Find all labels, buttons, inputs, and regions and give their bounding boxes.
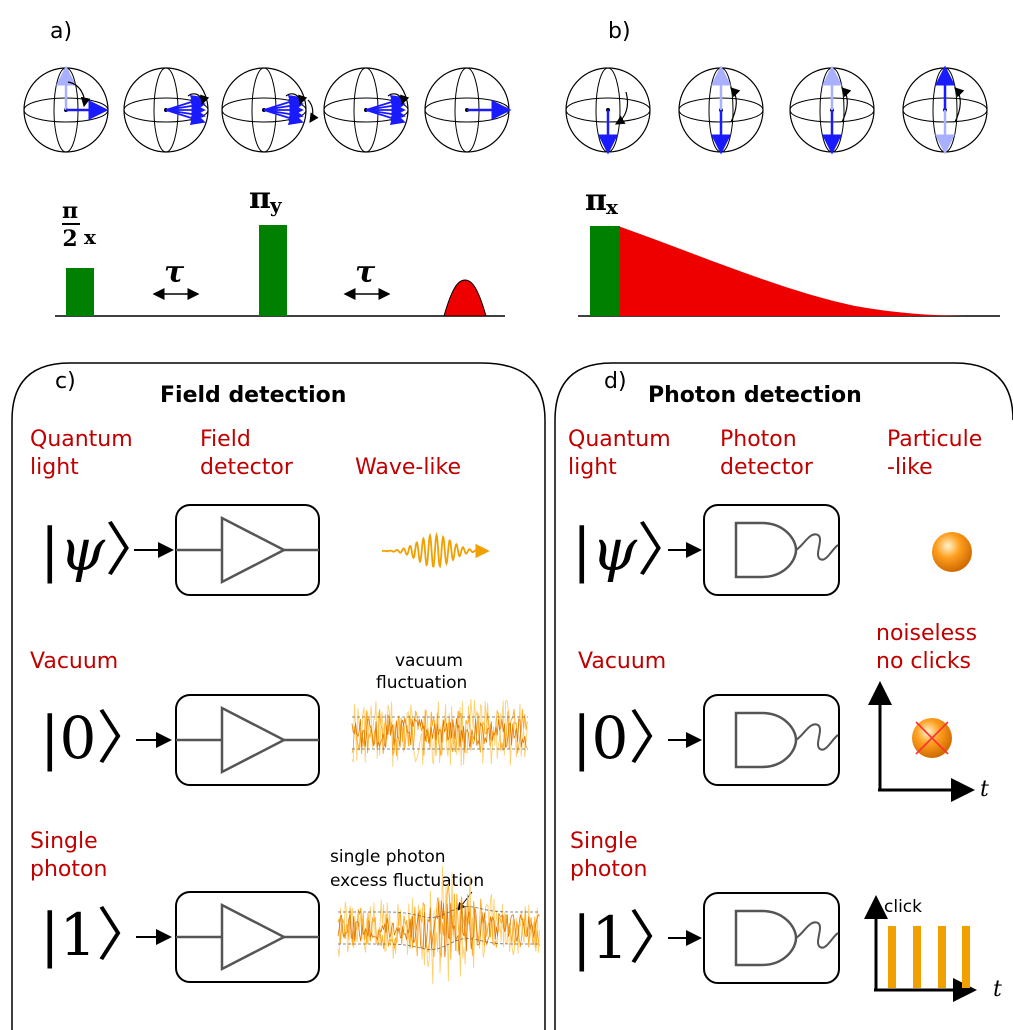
panel-c-frame xyxy=(11,362,546,1030)
d-axis-t-2: t xyxy=(993,977,1002,1002)
exponential-decay-pulse xyxy=(618,226,975,316)
panel-d-label: d) xyxy=(604,369,627,394)
bloch-sphere-b4 xyxy=(902,65,988,155)
d-note-noiseless: noiseless xyxy=(876,621,977,646)
photon-detector-1 xyxy=(703,504,840,596)
c-ket-0: |0〉 xyxy=(40,704,154,772)
photon-detector-2 xyxy=(703,694,840,786)
field-detector-3 xyxy=(175,891,320,983)
pi-half-denominator: 2 xyxy=(62,226,77,252)
c-col-source-line1: Quantum xyxy=(30,427,133,452)
bloch-sphere-a4 xyxy=(323,67,410,153)
panel-d-frame xyxy=(554,362,1013,1030)
bloch-sphere-b2 xyxy=(678,65,764,155)
pi-y-symbol: π xyxy=(249,181,271,216)
pi-half-subscript: x xyxy=(84,225,97,249)
c-note-vacuum-1: vacuum xyxy=(395,651,463,671)
bloch-sphere-a3 xyxy=(221,67,319,153)
c-note-single-2: excess fluctuation xyxy=(330,871,484,891)
d-col-result-line1: Particule xyxy=(887,427,982,452)
pi-x-symbol: π xyxy=(585,183,607,218)
d-col-detector-line2: detector xyxy=(720,455,814,480)
panel-a-pulse-sequence: π 2 x π y τ τ xyxy=(55,181,505,317)
panel-d-title: Photon detection xyxy=(648,383,862,408)
click-bar-2 xyxy=(913,926,921,988)
panel-c-title: Field detection xyxy=(160,383,346,408)
d-note-no-clicks: no clicks xyxy=(876,649,971,674)
pulse-pi-half-x xyxy=(66,268,94,316)
photon-detector-3 xyxy=(703,892,840,984)
d-col-source-line2: light xyxy=(568,455,617,480)
pulse-pi-x xyxy=(590,226,620,316)
c-row-single-line2: photon xyxy=(30,857,107,882)
panel-a-bloch-spheres xyxy=(23,65,512,153)
vacuum-noise-trace xyxy=(351,699,528,767)
d-row-vacuum-label: Vacuum xyxy=(578,649,666,674)
photon-particle-icon xyxy=(932,532,972,572)
pulse-pi-y xyxy=(259,225,287,316)
bloch-sphere-a5 xyxy=(424,67,512,153)
tau-label-2: τ xyxy=(355,255,376,290)
c-row-vacuum-label: Vacuum xyxy=(30,649,118,674)
d-ket-1: |1〉 xyxy=(572,904,686,972)
bloch-sphere-b1 xyxy=(565,67,651,155)
d-row-single-line1: Single xyxy=(570,829,638,854)
click-bar-1 xyxy=(888,926,896,988)
bloch-sphere-b3 xyxy=(789,65,875,155)
field-detector-2 xyxy=(175,694,320,786)
c-col-detector-line2: detector xyxy=(200,455,294,480)
click-bar-3 xyxy=(938,926,946,988)
pi-half-numerator: π xyxy=(62,198,78,224)
d-click-label: click xyxy=(884,897,922,917)
wave-packet-icon xyxy=(382,531,490,569)
c-note-vacuum-2: fluctuation xyxy=(376,673,467,693)
c-ket-1: |1〉 xyxy=(40,901,154,969)
d-ket-0: |0〉 xyxy=(572,704,686,772)
panel-b-bloch-spheres xyxy=(565,65,988,155)
panel-a-label: a) xyxy=(50,19,72,44)
click-bar-4 xyxy=(962,926,970,988)
panel-b-pulse-sequence: π x xyxy=(578,183,1000,317)
d-col-source-line1: Quantum xyxy=(568,427,671,452)
d-axis-t-1: t xyxy=(980,777,989,802)
pi-y-subscript: y xyxy=(269,193,283,217)
c-col-detector-line1: Field xyxy=(200,427,251,452)
bloch-sphere-a2 xyxy=(123,67,210,153)
d-col-detector-line1: Photon xyxy=(720,427,797,452)
bloch-sphere-a1 xyxy=(23,65,109,153)
no-click-plot: t xyxy=(868,681,989,802)
c-ket-psi: |ψ〉 xyxy=(40,516,163,584)
field-detector-1 xyxy=(175,504,320,596)
panel-b-label: b) xyxy=(608,19,631,44)
c-col-source-line2: light xyxy=(30,455,79,480)
emission-pulse-a xyxy=(443,279,487,317)
single-photon-noise-trace xyxy=(337,865,541,984)
d-col-result-line2: -like xyxy=(887,455,933,480)
tau-label-1: τ xyxy=(164,255,185,290)
c-row-single-line1: Single xyxy=(30,829,98,854)
d-row-single-line2: photon xyxy=(570,857,647,882)
click-plot: click t xyxy=(864,895,1002,1002)
panel-c-label: c) xyxy=(55,369,76,394)
c-note-single-1: single photon xyxy=(330,847,446,867)
pi-x-subscript: x xyxy=(606,195,619,219)
c-col-result: Wave-like xyxy=(355,455,461,480)
